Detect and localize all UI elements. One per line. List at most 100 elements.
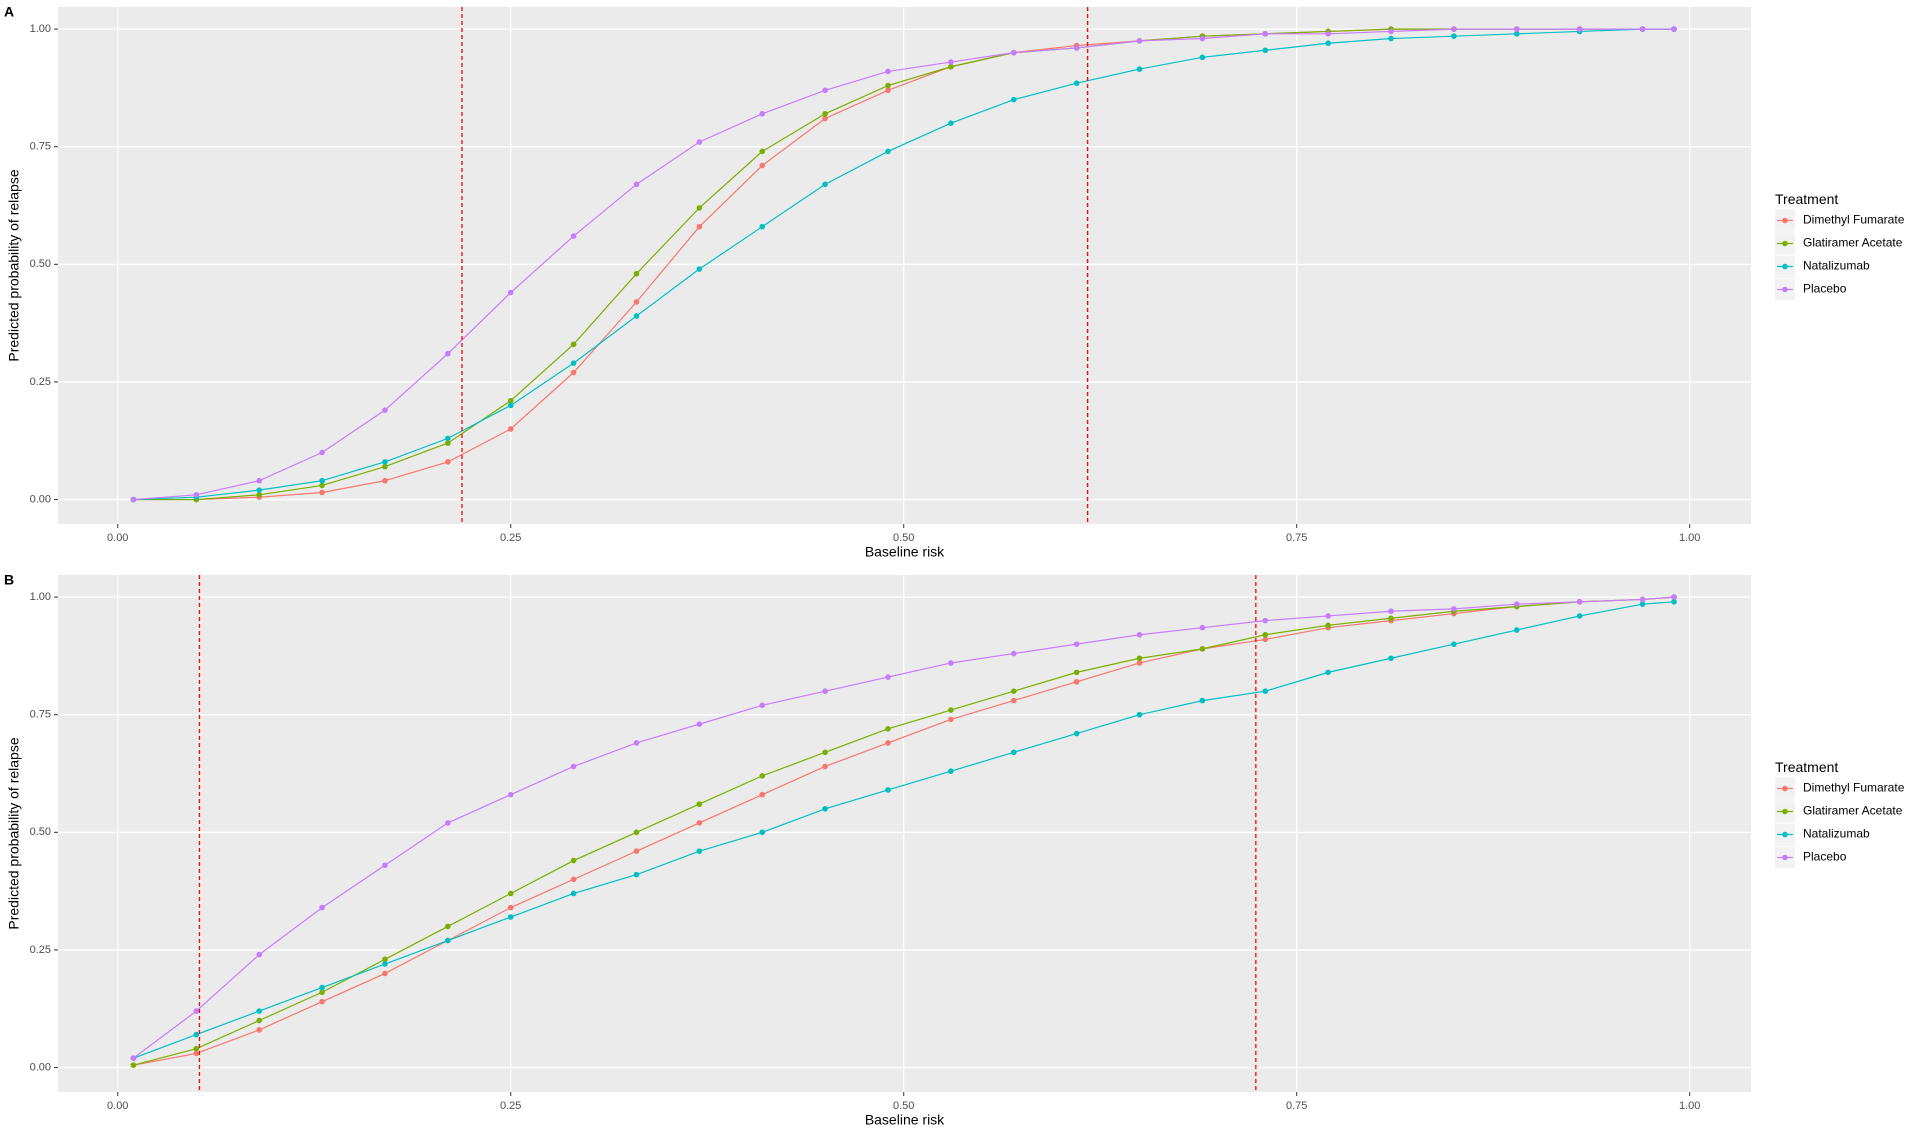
legend-title: Treatment — [1775, 191, 1838, 207]
legend-label: Dimethyl Fumarate — [1803, 781, 1905, 795]
data-point — [885, 68, 891, 75]
data-point — [822, 110, 828, 117]
legend-label: Glatiramer Acetate — [1803, 236, 1903, 250]
data-point — [696, 820, 703, 826]
data-point — [445, 820, 451, 826]
data-point — [1451, 641, 1457, 647]
data-point — [1199, 697, 1206, 704]
x-tick-label: 1.00 — [1679, 1100, 1700, 1112]
data-point — [1513, 627, 1520, 633]
data-point — [1010, 49, 1017, 56]
data-point — [319, 489, 325, 496]
data-point — [130, 1055, 137, 1061]
data-point — [1073, 80, 1080, 87]
data-point — [1388, 35, 1394, 42]
y-tick-label: 1.00 — [30, 23, 51, 35]
data-point — [948, 768, 954, 774]
x-tick-label: 1.00 — [1679, 532, 1700, 544]
data-point — [822, 763, 828, 770]
data-point — [1671, 599, 1677, 605]
data-point — [1073, 730, 1080, 737]
data-point — [1639, 596, 1646, 603]
data-point — [1010, 650, 1017, 657]
data-point — [633, 313, 640, 319]
y-tick-label: 0.50 — [30, 826, 51, 838]
data-point — [696, 266, 703, 272]
data-point — [445, 937, 451, 944]
x-tick-label: 0.50 — [893, 1100, 914, 1112]
data-point — [570, 890, 577, 897]
data-point — [507, 397, 514, 404]
data-point — [1010, 96, 1017, 103]
data-point — [759, 829, 766, 836]
data-point — [382, 459, 388, 465]
data-point — [1451, 606, 1457, 612]
data-point — [570, 369, 577, 376]
data-point — [382, 862, 388, 869]
data-point — [1513, 26, 1520, 32]
data-point — [885, 674, 891, 680]
data-point — [948, 59, 954, 65]
data-point — [759, 702, 766, 709]
legend-label: Glatiramer Acetate — [1803, 804, 1903, 818]
data-point — [885, 87, 891, 94]
series-line — [133, 28, 1674, 501]
data-point — [445, 435, 451, 442]
series-line — [133, 28, 1674, 501]
data-point — [696, 848, 703, 854]
data-point — [445, 923, 451, 930]
data-point — [822, 688, 828, 694]
data-point — [885, 82, 891, 89]
plot-background — [58, 7, 1751, 524]
legend-dot — [1782, 263, 1788, 270]
data-point — [507, 914, 514, 920]
data-point — [570, 233, 577, 239]
data-point — [193, 1050, 200, 1057]
data-point — [193, 1031, 200, 1038]
data-point — [822, 749, 828, 756]
data-point — [256, 1027, 263, 1033]
y-tick-label: 0.75 — [30, 141, 51, 153]
data-point — [633, 848, 640, 854]
data-point — [382, 463, 388, 470]
data-point — [570, 763, 577, 770]
data-point — [1671, 26, 1677, 32]
x-axis-title: Baseline risk — [865, 1112, 945, 1128]
data-point — [1325, 31, 1331, 37]
data-point — [445, 459, 451, 465]
series-line — [133, 601, 1675, 1059]
data-point — [507, 890, 514, 897]
data-point — [1010, 749, 1017, 756]
data-point — [759, 148, 766, 155]
data-point — [1639, 26, 1646, 32]
data-point — [319, 482, 325, 489]
data-point — [1136, 711, 1143, 718]
data-point — [1073, 641, 1080, 647]
data-point — [1639, 601, 1646, 607]
y-tick-label: 0.00 — [30, 1061, 51, 1073]
data-point — [1073, 669, 1080, 676]
data-point — [256, 1008, 263, 1014]
data-point — [319, 989, 325, 996]
legend-dot — [1782, 854, 1788, 861]
data-point — [1262, 47, 1269, 54]
data-point — [696, 801, 703, 807]
data-point — [445, 350, 451, 357]
data-point — [948, 707, 954, 713]
x-tick-label: 0.50 — [893, 532, 914, 544]
data-point — [256, 492, 263, 498]
legend-dot — [1782, 217, 1788, 224]
legend-label: Placebo — [1803, 282, 1847, 296]
data-point — [1199, 624, 1206, 631]
data-point — [570, 341, 577, 348]
panel-label: B — [4, 572, 14, 588]
legend-label: Natalizumab — [1803, 259, 1870, 273]
x-axis-title: Baseline risk — [865, 544, 945, 560]
data-point — [822, 806, 828, 812]
data-point — [948, 120, 954, 126]
data-point — [382, 407, 388, 413]
data-point — [193, 1045, 200, 1052]
data-point — [633, 829, 640, 836]
data-point — [696, 721, 703, 727]
data-point — [1010, 688, 1017, 694]
